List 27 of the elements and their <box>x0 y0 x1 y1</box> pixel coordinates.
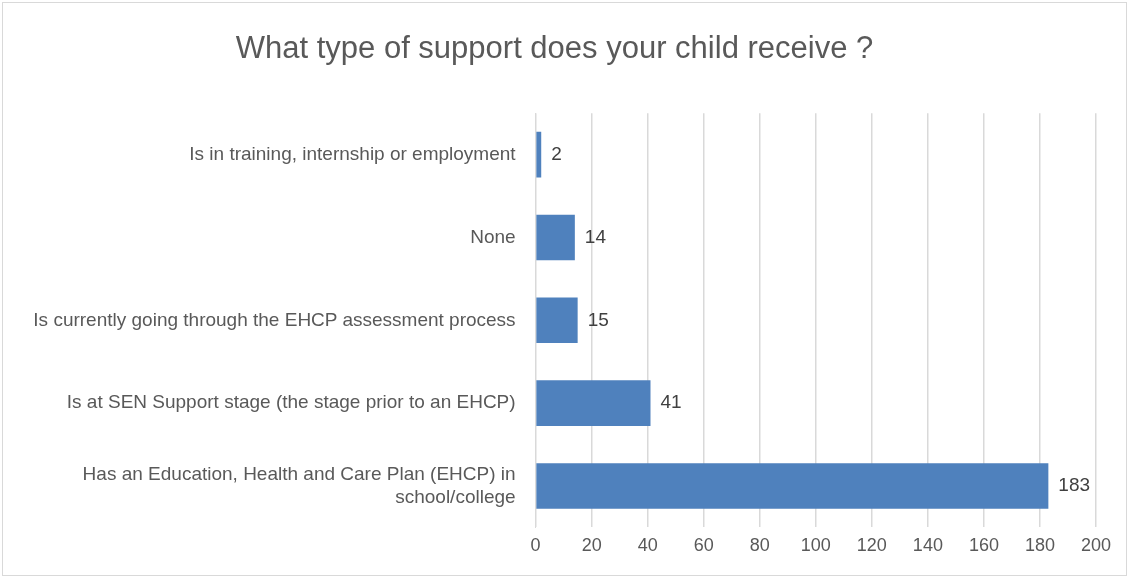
data-label: 41 <box>660 391 682 413</box>
y-tick-label: None <box>470 225 516 247</box>
data-label: 183 <box>1058 474 1091 496</box>
x-tick-label: 180 <box>1024 535 1055 556</box>
x-tick-label: 80 <box>749 535 770 556</box>
bar <box>536 297 578 344</box>
x-tick-label: 120 <box>856 535 887 556</box>
data-label: 2 <box>551 142 562 164</box>
data-label: 15 <box>587 308 609 330</box>
x-tick-label: 60 <box>693 535 714 556</box>
y-tick-label: Is at SEN Support stage (the stage prior to an EHCP) <box>66 391 516 413</box>
x-tick-label: 0 <box>530 535 541 556</box>
bar <box>536 131 542 178</box>
data-label: 14 <box>584 225 607 247</box>
x-tick-label: 100 <box>800 535 831 556</box>
bar <box>536 463 1049 509</box>
y-tick-label: Has an Education, Health and Care Plan (EHCP) in school/college <box>82 462 516 507</box>
y-tick-label: Is currently going through the EHCP assessment process <box>33 308 516 330</box>
bar <box>536 380 651 426</box>
y-tick-label: Is in training, internship or employment <box>189 142 517 164</box>
x-tick-label: 40 <box>637 535 658 556</box>
x-tick-label: 20 <box>581 535 602 556</box>
bar <box>536 214 575 261</box>
x-tick-label: 200 <box>1080 535 1112 556</box>
chart-title: What type of support does your child receive ? <box>235 30 874 66</box>
x-tick-label: 140 <box>912 535 943 556</box>
x-tick-label: 160 <box>968 535 999 556</box>
